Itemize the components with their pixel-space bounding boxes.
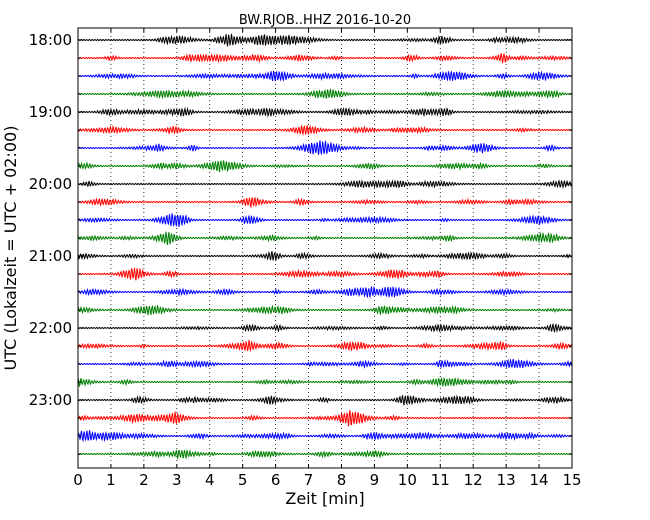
seismic-traces: [77, 33, 573, 460]
trace-line: [77, 323, 573, 333]
trace-line: [77, 358, 573, 369]
trace-line: [77, 410, 573, 427]
trace-line: [77, 339, 573, 353]
trace-line: [77, 394, 573, 406]
trace-line: [77, 88, 573, 100]
x-tick-label: 1: [106, 471, 116, 489]
y-tick-label: 18:00: [29, 31, 72, 49]
x-tick-label: 0: [73, 471, 83, 489]
trace-line: [77, 124, 573, 136]
trace-line: [77, 179, 573, 190]
y-axis-ticks: 18:00 19:00 20:00 21:00 22:00 23:00: [29, 31, 572, 455]
x-tick-label: 9: [370, 471, 380, 489]
plot-frame: [77, 27, 573, 469]
x-tick-label: 14: [530, 471, 549, 489]
x-tick-label: 13: [497, 471, 516, 489]
trace-line: [77, 449, 573, 460]
trace-line: [77, 140, 573, 156]
x-tick-label: 4: [205, 471, 215, 489]
x-tick-label: 5: [238, 471, 248, 489]
x-tick-label: 8: [337, 471, 347, 489]
x-tick-label: 2: [139, 471, 149, 489]
trace-line: [77, 52, 573, 64]
trace-line: [77, 160, 573, 173]
x-tick-label: 6: [271, 471, 281, 489]
x-tick-label: 3: [172, 471, 182, 489]
chart-title: BW.RJOB..HHZ 2016-10-20: [239, 13, 411, 28]
x-tick-label: 10: [398, 471, 417, 489]
trace-line: [77, 70, 573, 82]
x-tick-label: 11: [431, 471, 450, 489]
y-tick-label: 22:00: [29, 319, 72, 337]
x-tick-label: 15: [562, 471, 581, 489]
y-tick-label: 23:00: [29, 391, 72, 409]
trace-line: [77, 196, 573, 209]
y-tick-label: 19:00: [29, 103, 72, 121]
trace-line: [77, 304, 573, 316]
trace-line: [77, 33, 573, 47]
y-tick-label: 20:00: [29, 175, 72, 193]
trace-line: [77, 376, 573, 388]
x-axis-label: Zeit [min]: [285, 489, 364, 508]
x-axis-ticks: 0 1 2 3 4 5 6 7 8 9 10 11 12 13 14 15: [73, 28, 582, 489]
x-tick-label: 12: [464, 471, 483, 489]
trace-line: [77, 267, 573, 281]
trace-line: [77, 106, 573, 118]
trace-line: [77, 285, 573, 299]
trace-line: [77, 231, 573, 245]
trace-line: [77, 430, 573, 443]
x-tick-label: 7: [304, 471, 314, 489]
vertical-gridlines: [110, 28, 540, 468]
y-axis-label: UTC (Lokalzeit = UTC + 02:00): [1, 126, 20, 371]
trace-line: [77, 250, 573, 262]
y-tick-label: 21:00: [29, 247, 72, 265]
trace-line: [77, 212, 573, 228]
